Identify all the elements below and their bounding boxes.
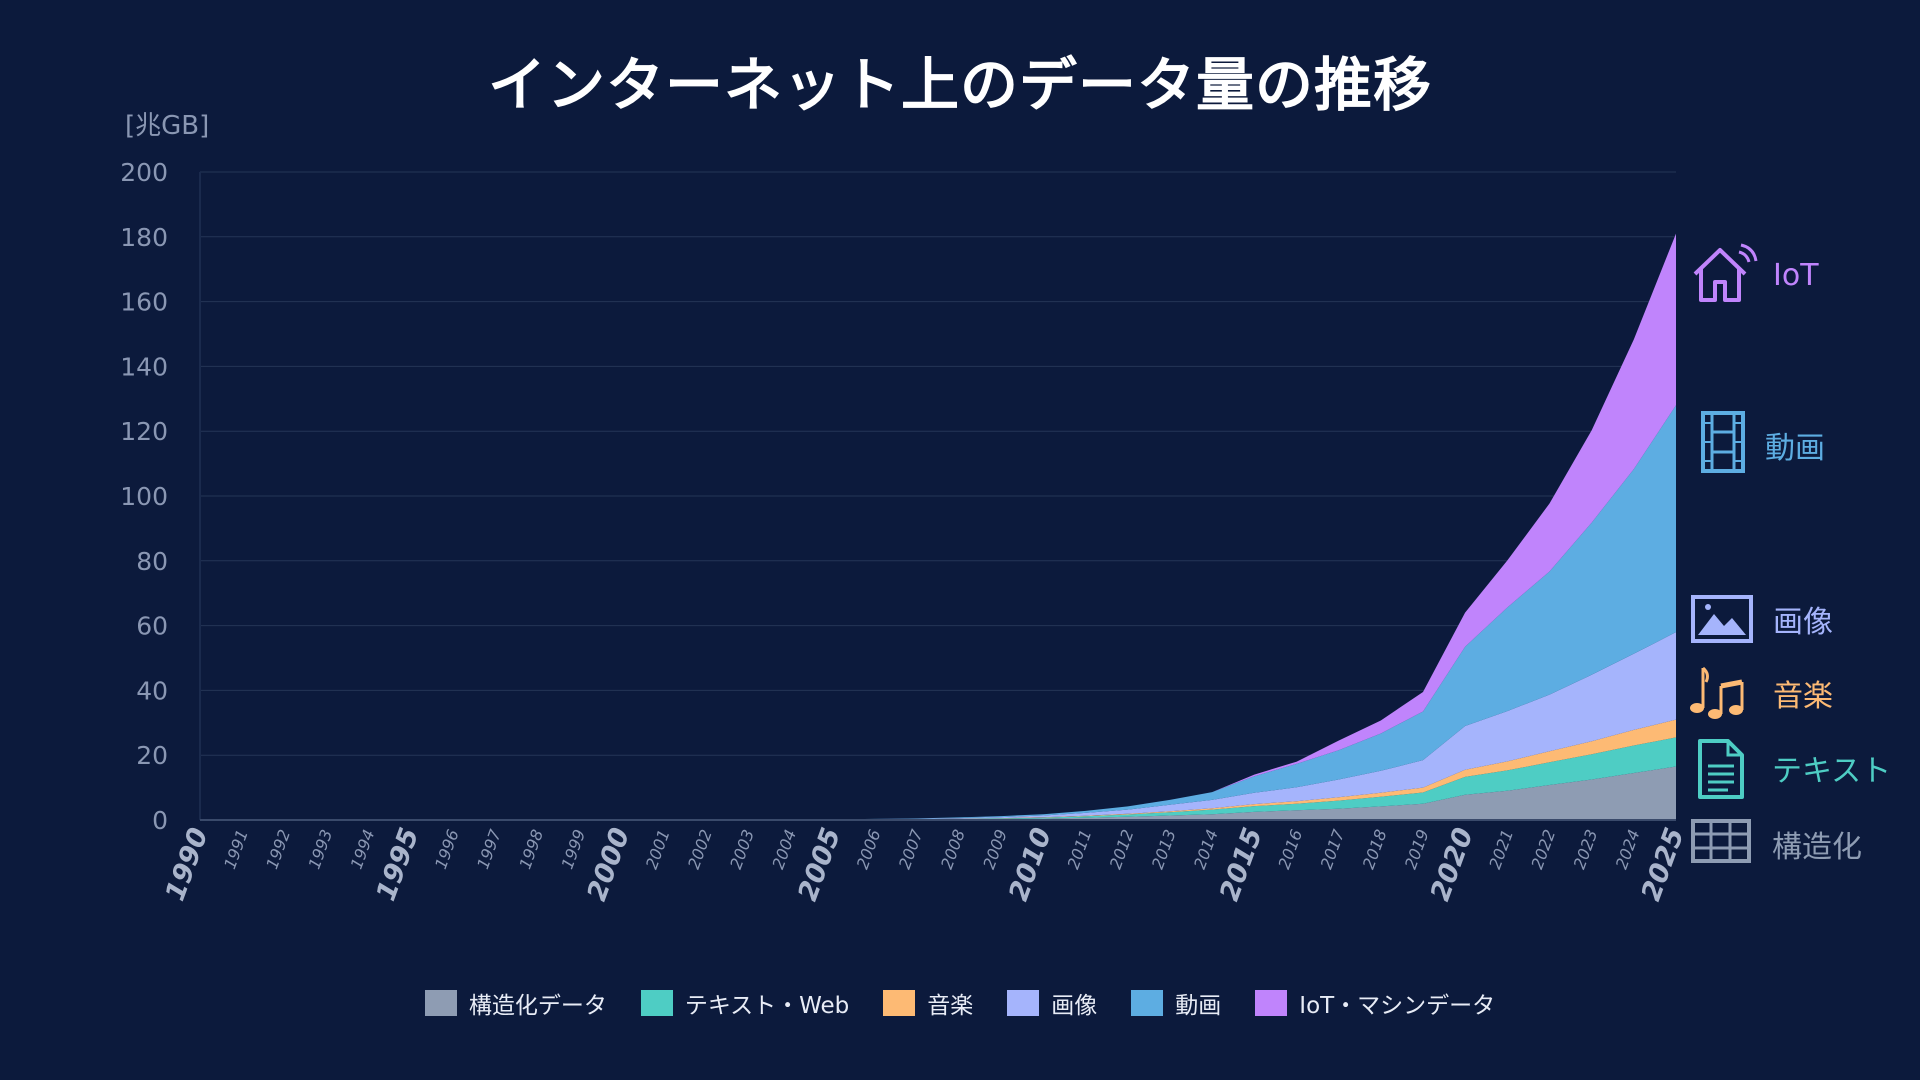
document-icon bbox=[1698, 739, 1744, 799]
x-tick-label: 2014 bbox=[1190, 827, 1222, 872]
annotation-music: 音楽 bbox=[1773, 679, 1833, 714]
legend-swatch bbox=[883, 990, 916, 1016]
annotation-structured: 構造化 bbox=[1772, 830, 1862, 865]
x-tick-label: 2024 bbox=[1612, 827, 1644, 872]
y-tick-label: 200 bbox=[120, 158, 168, 187]
annotation-image: 画像 bbox=[1773, 605, 1833, 640]
legend-label: 動画 bbox=[1175, 993, 1222, 1019]
gridlines bbox=[200, 171, 1676, 821]
x-tick-label: 2000 bbox=[581, 824, 636, 905]
x-tick-label: 2002 bbox=[684, 827, 716, 872]
x-tick-label: 2020 bbox=[1425, 824, 1480, 905]
x-tick-label: 2011 bbox=[1064, 827, 1096, 872]
y-tick-label: 120 bbox=[120, 417, 168, 446]
picture-icon bbox=[1691, 595, 1753, 643]
stacked-areas bbox=[200, 233, 1676, 821]
legend-item: 音楽 bbox=[883, 986, 973, 1020]
chart-legend: 構造化データ テキスト・Web 音楽 画像 動画 IoT・マシンデータ bbox=[0, 986, 1920, 1020]
area-series-構造化データ bbox=[200, 766, 1676, 820]
annotation-iot: IoT bbox=[1773, 258, 1819, 293]
x-tick-label: 2005 bbox=[792, 824, 847, 905]
y-tick-label: 140 bbox=[120, 352, 168, 381]
x-tick-label: 2025 bbox=[1636, 824, 1691, 905]
x-tick-label: 2007 bbox=[895, 826, 927, 872]
x-tick-label: 2001 bbox=[642, 827, 674, 872]
legend-item: 構造化データ bbox=[424, 986, 607, 1020]
x-tick-label: 1999 bbox=[558, 827, 590, 872]
annotation-text: テキスト bbox=[1772, 754, 1892, 789]
x-tick-label: 2012 bbox=[1106, 827, 1138, 872]
legend-swatch bbox=[1131, 990, 1164, 1016]
y-tick-label: 100 bbox=[120, 482, 168, 511]
legend-item: 動画 bbox=[1131, 986, 1221, 1020]
y-tick-label: 40 bbox=[136, 676, 168, 705]
y-tick-label: 0 bbox=[152, 806, 168, 835]
y-tick-label: 180 bbox=[120, 223, 168, 252]
chart-title: インターネット上のデータ量の推移 bbox=[487, 51, 1432, 119]
x-tick-label: 1992 bbox=[262, 827, 294, 872]
legend-item: IoT・マシンデータ bbox=[1255, 986, 1495, 1020]
x-tick-label: 1990 bbox=[160, 824, 215, 905]
music-notes-icon bbox=[1690, 666, 1744, 719]
axes bbox=[199, 172, 1676, 821]
x-tick-label: 2015 bbox=[1214, 824, 1269, 905]
x-tick-label: 2004 bbox=[768, 827, 800, 872]
y-tick-label: 160 bbox=[120, 288, 168, 317]
x-tick-label: 2022 bbox=[1527, 827, 1559, 872]
x-tick-label: 2016 bbox=[1274, 827, 1306, 872]
x-tick-label: 2023 bbox=[1570, 827, 1602, 872]
legend-swatch bbox=[1007, 990, 1040, 1016]
x-tick-label: 2008 bbox=[937, 827, 969, 872]
legend-swatch bbox=[424, 990, 457, 1016]
x-tick-label: 2018 bbox=[1359, 827, 1391, 872]
legend-swatch bbox=[640, 990, 673, 1016]
film-strip-icon bbox=[1701, 411, 1745, 473]
x-tick-label: 1996 bbox=[431, 827, 463, 872]
grid-table-icon bbox=[1691, 819, 1751, 863]
y-axis-unit-label: [兆GB] bbox=[125, 111, 209, 141]
legend-swatch bbox=[1255, 990, 1288, 1016]
y-tick-label: 20 bbox=[136, 741, 168, 770]
x-tick-label: 1998 bbox=[515, 827, 547, 872]
legend-item: テキスト・Web bbox=[640, 986, 850, 1020]
x-tick-label: 1993 bbox=[304, 827, 336, 872]
x-tick-label: 1994 bbox=[347, 827, 379, 872]
smart-home-icon bbox=[1693, 243, 1758, 302]
x-tick-label: 2006 bbox=[853, 827, 885, 872]
legend-label: 音楽 bbox=[927, 993, 974, 1019]
annotation-video: 動画 bbox=[1765, 431, 1825, 466]
legend-label: IoT・マシンデータ bbox=[1299, 993, 1496, 1019]
x-tick-label: 2019 bbox=[1401, 827, 1433, 872]
x-tick-label: 2009 bbox=[979, 827, 1011, 872]
x-tick-label: 1995 bbox=[371, 824, 426, 905]
y-tick-label: 60 bbox=[136, 612, 168, 641]
legend-item: 画像 bbox=[1007, 986, 1097, 1020]
x-tick-label: 1997 bbox=[473, 826, 505, 872]
x-tick-label: 2021 bbox=[1485, 827, 1517, 872]
x-tick-label: 2013 bbox=[1148, 827, 1180, 872]
legend-label: 構造化データ bbox=[468, 993, 607, 1019]
x-tick-label: 2010 bbox=[1003, 824, 1058, 905]
x-tick-label: 1991 bbox=[220, 827, 252, 872]
x-tick-label: 2017 bbox=[1317, 826, 1349, 872]
legend-label: テキスト・Web bbox=[684, 993, 850, 1019]
y-tick-label: 80 bbox=[136, 547, 168, 576]
x-tick-label: 2003 bbox=[726, 827, 758, 872]
legend-label: 画像 bbox=[1051, 993, 1098, 1019]
